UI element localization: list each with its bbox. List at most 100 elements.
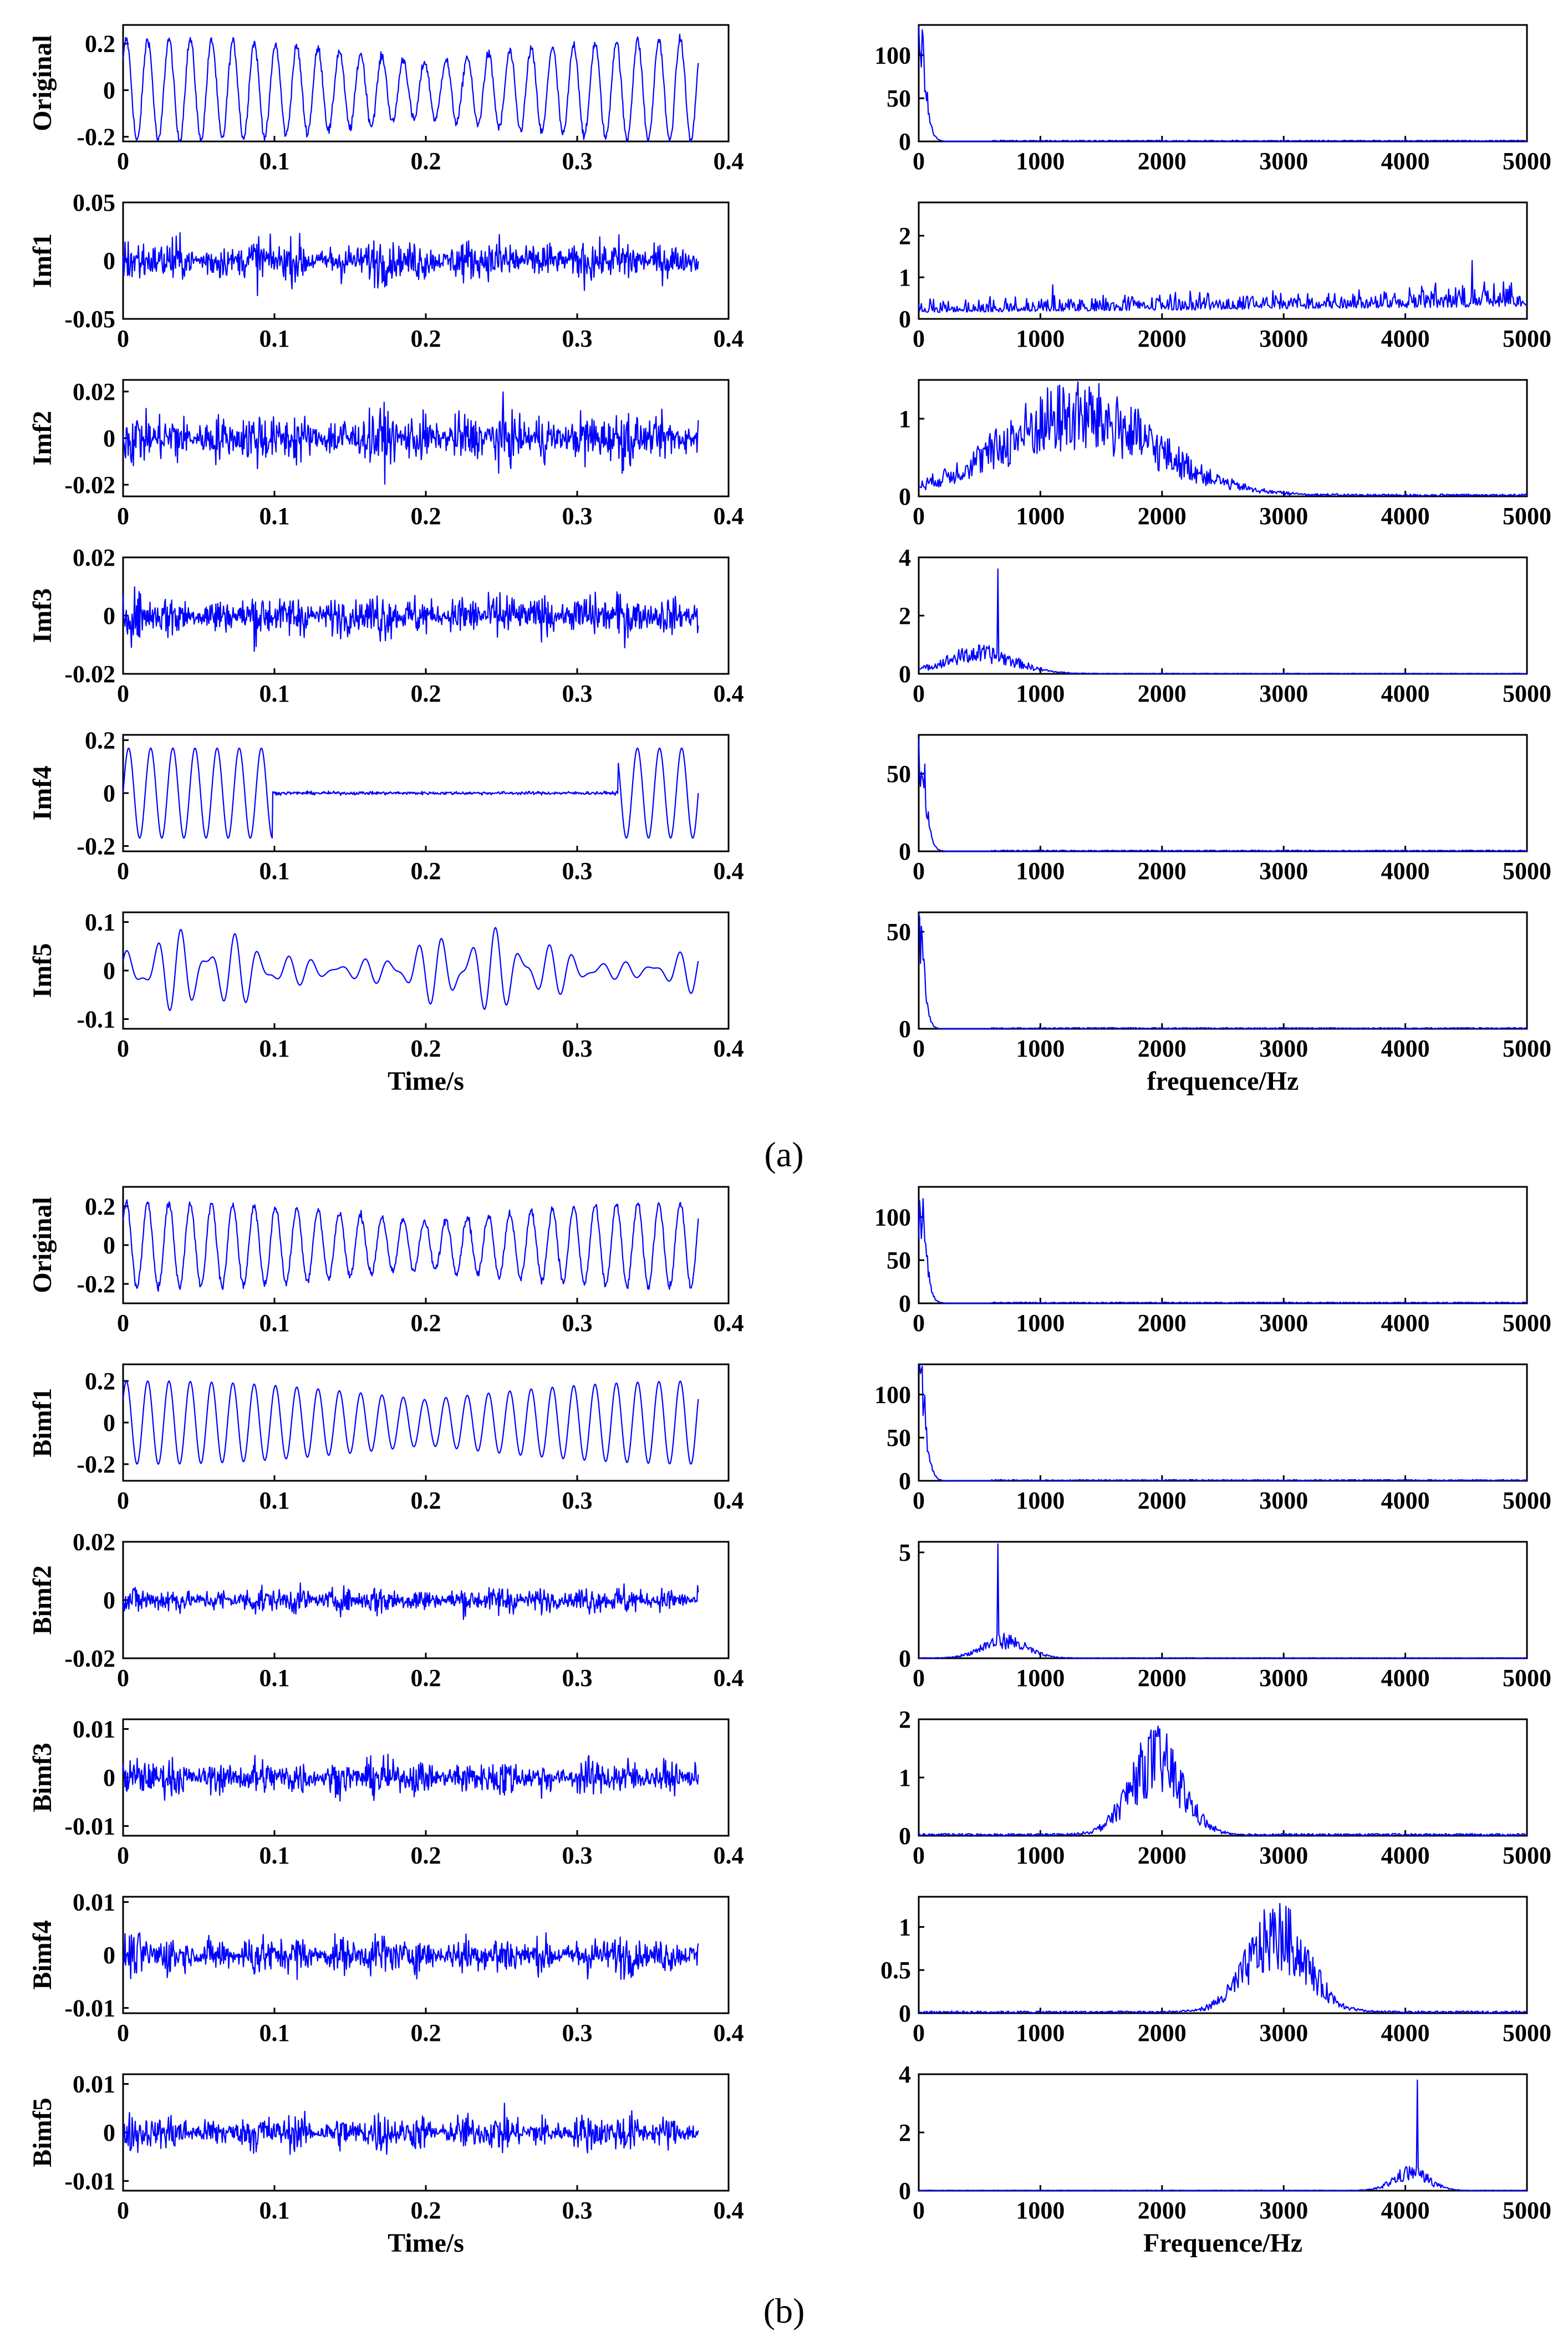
time-axis-ytick-label: -0.2 — [77, 1271, 115, 1298]
freq-axis-ytick-label: 0 — [899, 1015, 911, 1043]
time-axis-xtick-label: 0.2 — [411, 1035, 441, 1062]
freq-axis-xtick-label: 0 — [913, 148, 925, 175]
freq-axis-xtick-label: 3000 — [1259, 148, 1308, 175]
time-axis-xtick-label: 0.1 — [259, 2019, 290, 2046]
time-axis-xtick-label: 0.1 — [259, 1842, 290, 1869]
time-signal-bimf5 — [123, 2103, 699, 2155]
time-axis-ytick-label: 0.01 — [73, 2071, 115, 2098]
time-signal-original — [122, 1199, 699, 1292]
freq-plot-imf1: 0 1000 2000 3000 4000 5000 2 1 0 — [899, 201, 1551, 352]
freq-axis-xtick-label: 1000 — [1016, 857, 1065, 885]
time-axis-xtick-label: 0.3 — [562, 325, 593, 352]
time-axis-xtick-label: 0.1 — [259, 1664, 290, 1692]
freq-axis-xtick-label: 2000 — [1138, 857, 1187, 885]
time-axis-frame — [122, 911, 730, 1030]
time-axis-ytick-label: 0 — [103, 425, 115, 452]
freq-plot-imf3: 0 1000 2000 3000 4000 5000 4 2 0 — [899, 544, 1551, 707]
time-signal-imf4 — [122, 747, 699, 839]
time-signal-bimf2 — [122, 1582, 699, 1620]
freq-axis-xtick-label: 2000 — [1138, 1035, 1187, 1062]
freq-axis-ytick-label: 2 — [899, 1706, 911, 1733]
time-axis-xtick-label: 0.4 — [714, 2019, 744, 2046]
freq-axis-xtick-label: 5000 — [1503, 857, 1551, 885]
time-axis-xtick-label: 0.2 — [411, 1842, 441, 1869]
freq-axis-xtick-label: 4000 — [1381, 1842, 1430, 1869]
freq-axis-ytick-label: 0 — [899, 2000, 911, 2027]
time-axis-ytick-label: 0.2 — [85, 1193, 115, 1220]
time-axis-ytick-label: 0.2 — [85, 1368, 115, 1395]
freq-plot-bimf1: 0 1000 2000 3000 4000 5000 100 50 0 — [874, 1363, 1551, 1514]
time-axis-ytick-label: 0.02 — [73, 378, 115, 405]
freq-axis-frame — [918, 2073, 1528, 2192]
time-axis-xtick-label: 0.1 — [259, 1309, 290, 1337]
freq-axis-xtick-label: 1000 — [1016, 1842, 1065, 1869]
time-axis-ytick-label: 0.1 — [85, 909, 115, 936]
time-axis-xtick-label: 0.3 — [562, 857, 593, 885]
freq-axis-xtick-label: 1000 — [1016, 325, 1065, 352]
freq-axis-xtick-label: 1000 — [1016, 680, 1065, 707]
freq-axis-ytick-label: 4 — [899, 544, 911, 571]
freq-axis-xtick-label: 5000 — [1503, 325, 1551, 352]
freq-spectrum-imf1 — [918, 260, 1528, 313]
freq-axis-frame — [918, 1363, 1528, 1482]
time-axis-xtick-label: 0.2 — [411, 1664, 441, 1692]
time-axis-xtick-label: 0.3 — [562, 502, 593, 530]
freq-axis-xtick-label: 3000 — [1259, 857, 1308, 885]
freq-axis-xtick-label: 5000 — [1503, 148, 1551, 175]
freq-axis-ytick-label: 1 — [899, 1913, 911, 1941]
freq-axis-ytick-label: 0 — [899, 838, 911, 865]
freq-axis-xtick-label: 3000 — [1259, 325, 1308, 352]
freq-spectrum-imf5 — [918, 913, 1528, 1030]
time-axis-xtick-label: 0 — [117, 2019, 129, 2046]
freq-axis-xtick-label: 2000 — [1138, 1487, 1187, 1514]
time-axis-xtick-label: 0.3 — [562, 2197, 593, 2224]
freq-axis-frame — [918, 1896, 1528, 2014]
time-axis-xtick-label: 0.4 — [714, 680, 744, 707]
freq-axis-xtick-label: 5000 — [1503, 1664, 1551, 1692]
freq-axis-frame — [918, 1718, 1528, 1837]
time-axis-ytick-label: -0.02 — [64, 471, 115, 499]
freq-axis-ytick-label: 0 — [899, 306, 911, 333]
freq-axis-xtick-label: 3000 — [1259, 1309, 1308, 1337]
freq-axis-ytick-label: 0.5 — [880, 1957, 911, 1984]
freq-axis-ytick-label: 50 — [887, 85, 911, 112]
freq-axis-frame — [918, 379, 1528, 497]
freq-plot-original: 0 1000 2000 3000 4000 5000 100 50 0 — [874, 24, 1551, 175]
freq-plot-imf5: 0 1000 2000 3000 4000 5000 50 0 — [887, 911, 1551, 1062]
time-axis-xtick-label: 0.4 — [714, 2197, 744, 2224]
series-name-original: Original — [28, 35, 57, 131]
time-axis-ytick-label: 0 — [103, 2119, 115, 2146]
freq-axis-xtick-label: 1000 — [1016, 2019, 1065, 2046]
time-axis-xtick-label: 0.1 — [259, 325, 290, 352]
time-axis-xtick-label: 0.4 — [714, 325, 744, 352]
time-signal-original — [122, 33, 699, 143]
series-name-bimf5: Bimf5 — [28, 2098, 57, 2167]
freq-axis-xtick-label: 4000 — [1381, 2019, 1430, 2046]
time-axis-xtick-label: 0.1 — [259, 502, 290, 530]
freq-axis-xtick-label: 0 — [913, 1664, 925, 1692]
time-signal-bimf4 — [122, 1932, 699, 1980]
series-name-bimf4: Bimf4 — [28, 1920, 57, 1989]
freq-axis-ytick-label: 50 — [887, 1247, 911, 1274]
freq-axis-ytick-label: 0 — [899, 2177, 911, 2205]
time-axis-xtick-label: 0 — [117, 680, 129, 707]
time-axis-ytick-label: 0 — [103, 780, 115, 807]
time-axis-ytick-label: -0.1 — [77, 1006, 115, 1033]
time-axis-ytick-label: 0.2 — [85, 31, 115, 58]
time-axis-ytick-label: 0 — [103, 1587, 115, 1614]
time-axis-xtick-label: 0 — [117, 857, 129, 885]
freq-axis-xtick-label: 3000 — [1259, 502, 1308, 530]
freq-axis-xtick-label: 3000 — [1259, 1487, 1308, 1514]
freq-axis-frame — [918, 911, 1528, 1030]
freq-axis-frame — [918, 1186, 1528, 1304]
time-axis-xtick-label: 0.4 — [714, 1035, 744, 1062]
freq-axis-xtick-label: 1000 — [1016, 1309, 1065, 1337]
time-axis-xtick-label: 0.2 — [411, 1309, 441, 1337]
time-axis-xtick-label: 0.3 — [562, 1842, 593, 1869]
freq-plot-bimf2: 0 1000 2000 3000 4000 5000 5 0 — [899, 1539, 1551, 1692]
